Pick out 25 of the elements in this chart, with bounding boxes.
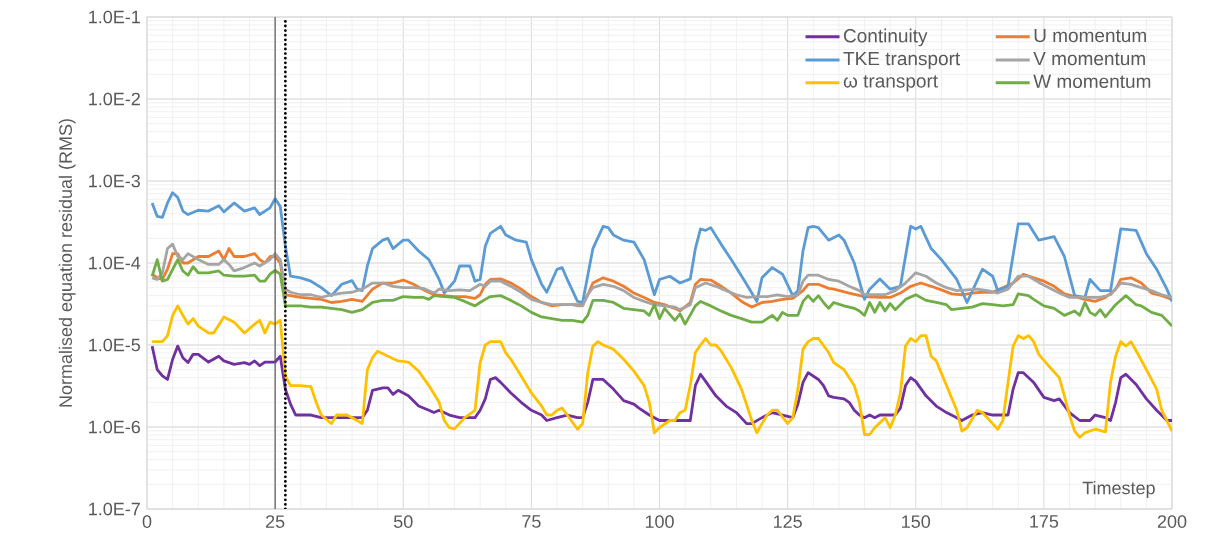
x-tick-label: 200: [1157, 515, 1187, 528]
x-tick-label: 25: [266, 515, 285, 528]
y-tick-label: 1.0E-4: [89, 256, 141, 270]
y-tick-label: 1.0E-3: [89, 174, 141, 188]
legend-label: U momentum: [1034, 28, 1146, 43]
x-tick-label: 0: [142, 515, 152, 528]
y-tick-label: 1.0E-5: [89, 338, 141, 352]
x-tick-label: 100: [645, 515, 674, 528]
legend-label: W momentum: [1033, 74, 1151, 89]
y-tick-label: 1.0E-6: [89, 420, 141, 434]
legend-label: Continuity: [843, 28, 928, 47]
y-axis-title: Normalised equation residual (RMS): [58, 119, 76, 407]
x-tick-label: 150: [902, 515, 931, 528]
legend-label: V momentum: [1033, 52, 1145, 66]
line-series: [150, 191, 1173, 304]
x-tick-label: 175: [1030, 515, 1059, 528]
y-tick-label: 1.0E-2: [89, 92, 140, 106]
legend-label: TKE transport: [843, 52, 961, 70]
x-tick-label: 50: [393, 515, 413, 528]
y-tick-label: 1.0E-7: [89, 502, 140, 516]
legend-label: ω transport: [843, 75, 938, 92]
x-tick-label: 125: [773, 515, 802, 528]
x-axis-title: Timestep: [1082, 481, 1155, 498]
y-tick-label: 1.0E-1: [89, 10, 140, 24]
x-tick-label: 75: [522, 515, 541, 528]
